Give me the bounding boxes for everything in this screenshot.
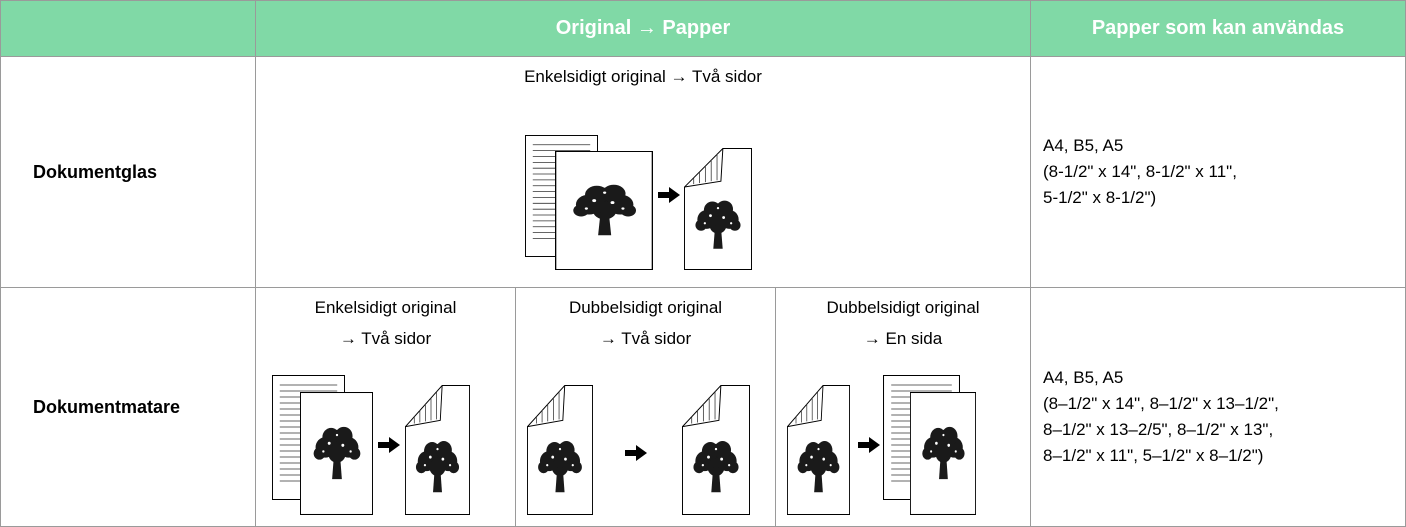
mode-line: Enkelsidigt original → Två sidor [524, 67, 762, 86]
illustration [272, 135, 975, 514]
papers-line: 8–1/2" x 11", 5–1/2" x 8–1/2") [1043, 446, 1264, 465]
header-mode: Original → Papper [255, 0, 1031, 57]
papers-line: (8–1/2" x 14", 8–1/2" x 13–1/2", [1043, 394, 1279, 413]
papers-line: A4, B5, A5 [1043, 136, 1124, 155]
mode-line: → Två sidor [339, 329, 432, 348]
mode-line: Enkelsidigt original [314, 298, 457, 317]
header-papers: Papper som kan användas [1030, 0, 1406, 57]
papers-line: (8-1/2" x 14", 8-1/2" x 11", [1043, 162, 1237, 181]
papers-line: 8–1/2" x 13–2/5", 8–1/2" x 13", [1043, 420, 1274, 439]
header-corner [0, 0, 256, 57]
mode-line: Dubbelsidigt original [826, 298, 980, 317]
mode-line: Dubbelsidigt original [568, 298, 723, 317]
papers-line: A4, B5, A5 [1043, 368, 1124, 387]
mode-line: → Två sidor [599, 329, 692, 348]
mode-cell: Dubbelsidigt original → En sida [775, 287, 1031, 527]
papers-line: 5-1/2" x 8-1/2") [1043, 188, 1157, 207]
papers-cell: A4, B5, A5 (8–1/2" x 14", 8–1/2" x 13–1/… [1030, 287, 1406, 527]
mode-line: → En sida [863, 329, 943, 348]
